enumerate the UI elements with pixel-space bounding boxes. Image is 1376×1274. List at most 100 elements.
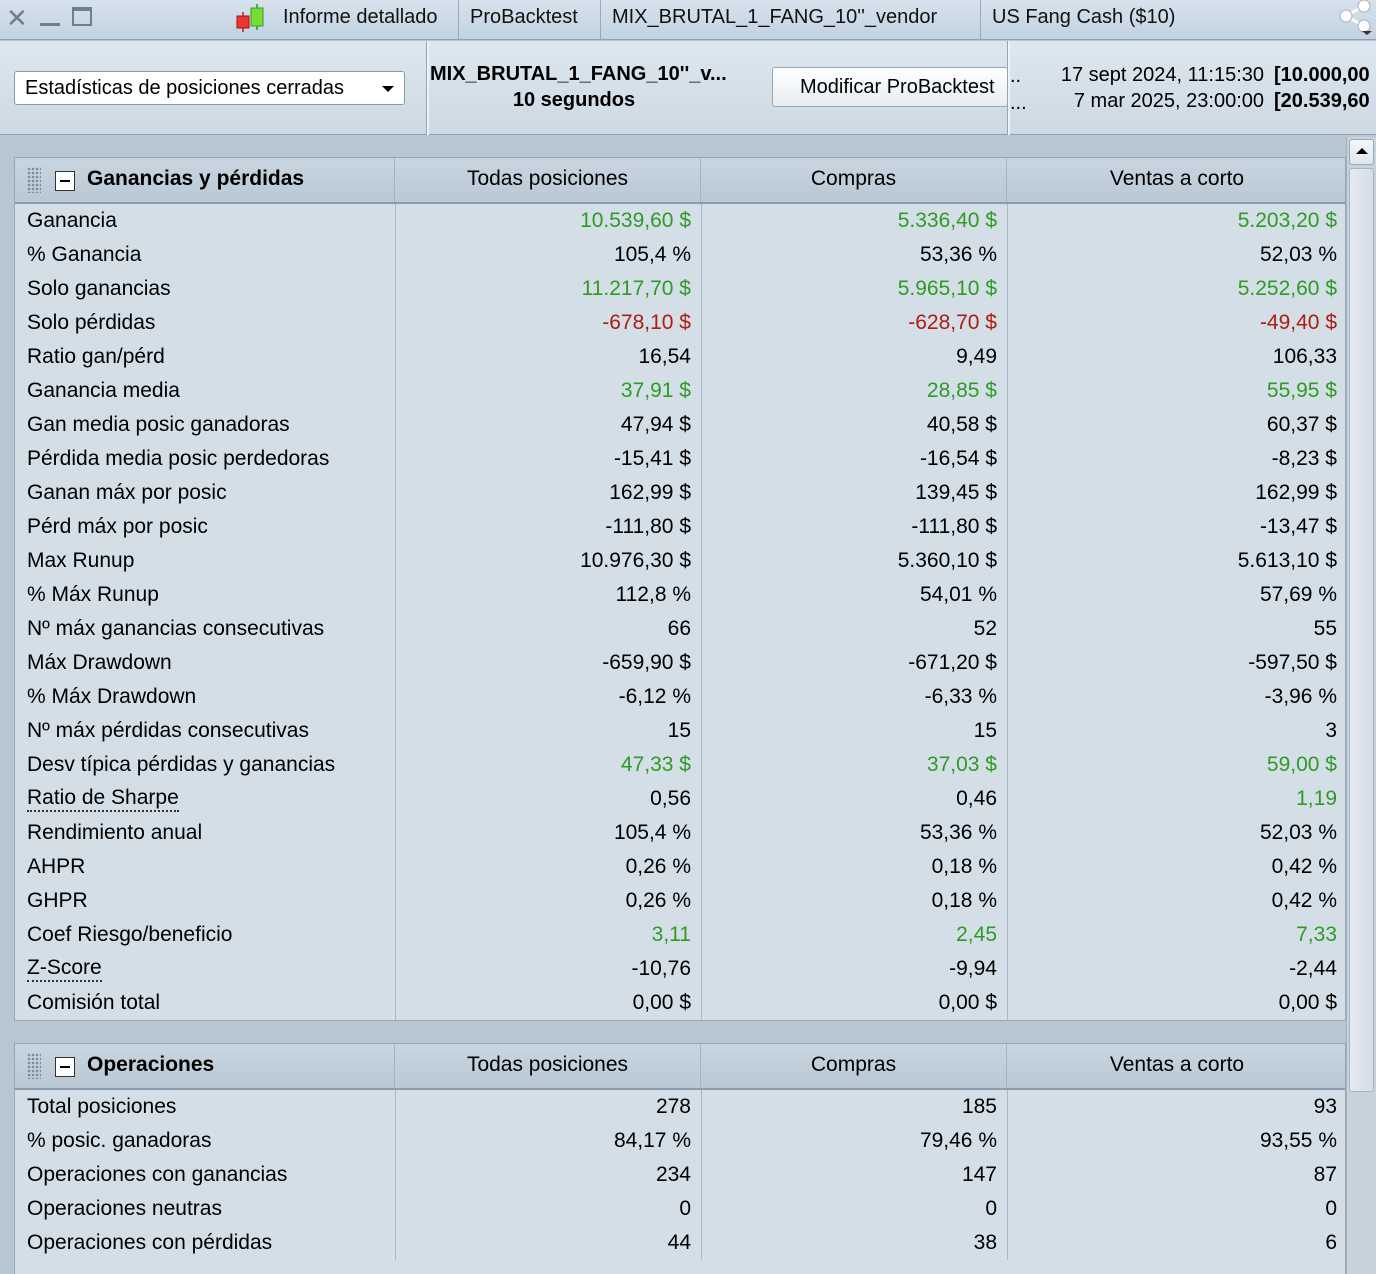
value-all: 162,99 $ (609, 481, 691, 504)
value-shorts: 1,19 (1296, 787, 1337, 810)
drag-handle-icon[interactable] (27, 167, 41, 193)
row-label: Operaciones con pérdidas (27, 1231, 273, 1254)
value-all: 0,00 $ (632, 991, 691, 1014)
value-buys: 0,00 $ (938, 991, 997, 1014)
row-label: Máx Drawdown (27, 651, 172, 674)
row-label: % posic. ganadoras (27, 1129, 212, 1152)
value-shorts: 52,03 % (1259, 243, 1337, 266)
value-buys: 5.360,10 $ (897, 549, 997, 572)
value-buys: 0,18 % (931, 889, 997, 912)
report-toolbar: Estadísticas de posiciones cerradas MIX_… (0, 41, 1376, 135)
table-row: Operaciones con ganancias 234 147 87 (15, 1158, 1345, 1192)
value-buys: -671,20 $ (908, 651, 997, 674)
value-all: 47,33 $ (620, 753, 691, 776)
table-row: Operaciones neutras 0 0 0 (15, 1192, 1345, 1226)
table-row: Gan media posic ganadoras 47,94 $ 40,58 $ 6… (15, 408, 1345, 442)
table-row: Nº máx ganancias consecutivas 66 52 55 (15, 612, 1345, 646)
value-all: -659,90 $ (602, 651, 691, 674)
value-shorts: 60,37 $ (1266, 413, 1337, 436)
table-row: Solo ganancias 11.217,70 $ 5.965,10 $ 5.252… (15, 272, 1345, 306)
col-header-shorts: Ventas a corto (1109, 1053, 1245, 1076)
value-shorts: -49,40 $ (1259, 311, 1337, 334)
col-header-all: Todas posiciones (395, 1044, 701, 1088)
stats-type-select[interactable]: Estadísticas de posiciones cerradas (14, 71, 405, 105)
col-header-all: Todas posiciones (395, 158, 701, 202)
row-label: Max Runup (27, 549, 135, 572)
value-all: 105,4 % (613, 243, 691, 266)
col-header-buys: Compras (701, 1044, 1007, 1088)
row-label: Ratio gan/pérd (27, 345, 165, 368)
value-shorts: -3,96 % (1264, 685, 1337, 708)
value-all: 66 (667, 617, 691, 640)
value-shorts: 93 (1313, 1095, 1337, 1118)
dots-text: ... (1010, 92, 1027, 114)
value-shorts: 106,33 (1272, 345, 1337, 368)
row-label: % Ganancia (27, 243, 142, 266)
system-name: MIX_BRUTAL_1_FANG_10''_v... (430, 63, 727, 85)
value-shorts: 5.203,20 $ (1237, 209, 1337, 232)
row-label: % Máx Runup (27, 583, 159, 606)
title-bar: ✕ Informe detallado ProBacktest MIX_BRUT… (0, 0, 1376, 40)
table-row: Comisión total 0,00 $ 0,00 $ 0,00 $ (15, 986, 1345, 1020)
maximize-icon[interactable] (72, 7, 92, 26)
value-shorts: 0 (1325, 1197, 1337, 1220)
scroll-up-button[interactable] (1349, 139, 1374, 165)
table-row: % Ganancia 105,4 % 53,36 % 52,03 % (15, 238, 1345, 272)
row-label: Operaciones con ganancias (27, 1163, 288, 1186)
table-row: GHPR 0,26 % 0,18 % 0,42 % (15, 884, 1345, 918)
collapse-icon[interactable] (55, 171, 75, 191)
row-label: Gan media posic ganadoras (27, 413, 290, 436)
row-label[interactable]: Ratio de Sharpe (27, 786, 179, 812)
value-all: 234 (655, 1163, 691, 1186)
start-date-line: 17 sept 2024, 11:15:30 [10.000,00 (1030, 64, 1376, 87)
column-divider (1007, 204, 1008, 1020)
value-buys: 53,36 % (919, 821, 997, 844)
table-row: Ganancia 10.539,60 $ 5.336,40 $ 5.203,20 $ (15, 204, 1345, 238)
row-label: AHPR (27, 855, 86, 878)
close-icon[interactable]: ✕ (6, 3, 28, 33)
collapse-icon[interactable] (55, 1057, 75, 1077)
table-row: Ratio gan/pérd 16,54 9,49 106,33 (15, 340, 1345, 374)
stats-type-select-label: Estadísticas de posiciones cerradas (25, 77, 345, 99)
tab-system-name[interactable]: MIX_BRUTAL_1_FANG_10''_vendor (612, 6, 938, 28)
value-all: 0,56 (650, 787, 691, 810)
value-all: 15 (667, 719, 691, 742)
row-label: Pérdida media posic perdedoras (27, 447, 330, 470)
column-divider (701, 204, 702, 1020)
column-divider (1007, 1090, 1008, 1260)
table-row: Max Runup 10.976,30 $ 5.360,10 $ 5.613,10 $ (15, 544, 1345, 578)
pnl-title: Ganancias y pérdidas (87, 167, 305, 190)
value-all: 0,26 % (625, 855, 691, 878)
tab-informe-detallado[interactable]: Informe detallado (283, 6, 438, 28)
table-row: % Máx Runup 112,8 % 54,01 % 57,69 % (15, 578, 1345, 612)
value-shorts: 3 (1325, 719, 1337, 742)
operations-title: Operaciones (87, 1053, 215, 1076)
drag-handle-icon[interactable] (27, 1053, 41, 1079)
scroll-thumb[interactable] (1349, 168, 1374, 1092)
end-date-line: 7 mar 2025, 23:00:00 [20.539,60 (1030, 90, 1376, 113)
value-all: 44 (667, 1231, 691, 1254)
tab-instrument[interactable]: US Fang Cash ($10) (992, 6, 1176, 28)
value-buys: 9,49 (956, 345, 997, 368)
value-all: -10,76 (631, 957, 691, 980)
row-label: Comisión total (27, 991, 161, 1014)
minimize-icon[interactable] (40, 8, 60, 26)
row-label: Coef Riesgo/beneficio (27, 923, 233, 946)
table-row: AHPR 0,26 % 0,18 % 0,42 % (15, 850, 1345, 884)
start-date: 17 sept 2024, 11:15:30 (1060, 64, 1264, 86)
tab-probacktest[interactable]: ProBacktest (470, 6, 578, 28)
row-label: Pérd máx por posic (27, 515, 208, 538)
row-label[interactable]: Z-Score (27, 956, 102, 982)
modify-probacktest-button[interactable]: Modificar ProBacktest (772, 67, 1008, 107)
row-label: Solo ganancias (27, 277, 171, 300)
value-buys: 139,45 $ (915, 481, 997, 504)
value-all: -111,80 $ (605, 515, 691, 538)
table-row: % posic. ganadoras 84,17 % 79,46 % 93,55 % (15, 1124, 1345, 1158)
value-buys: 5.965,10 $ (897, 277, 997, 300)
value-all: 10.976,30 $ (580, 549, 691, 572)
row-label: Ganan máx por posic (27, 481, 227, 504)
table-row: % Máx Drawdown -6,12 % -6,33 % -3,96 % (15, 680, 1345, 714)
table-row: Desv típica pérdidas y ganancias 47,33 $ 3… (15, 748, 1345, 782)
share-icon[interactable] (1334, 0, 1376, 36)
value-buys: 38 (973, 1231, 997, 1254)
